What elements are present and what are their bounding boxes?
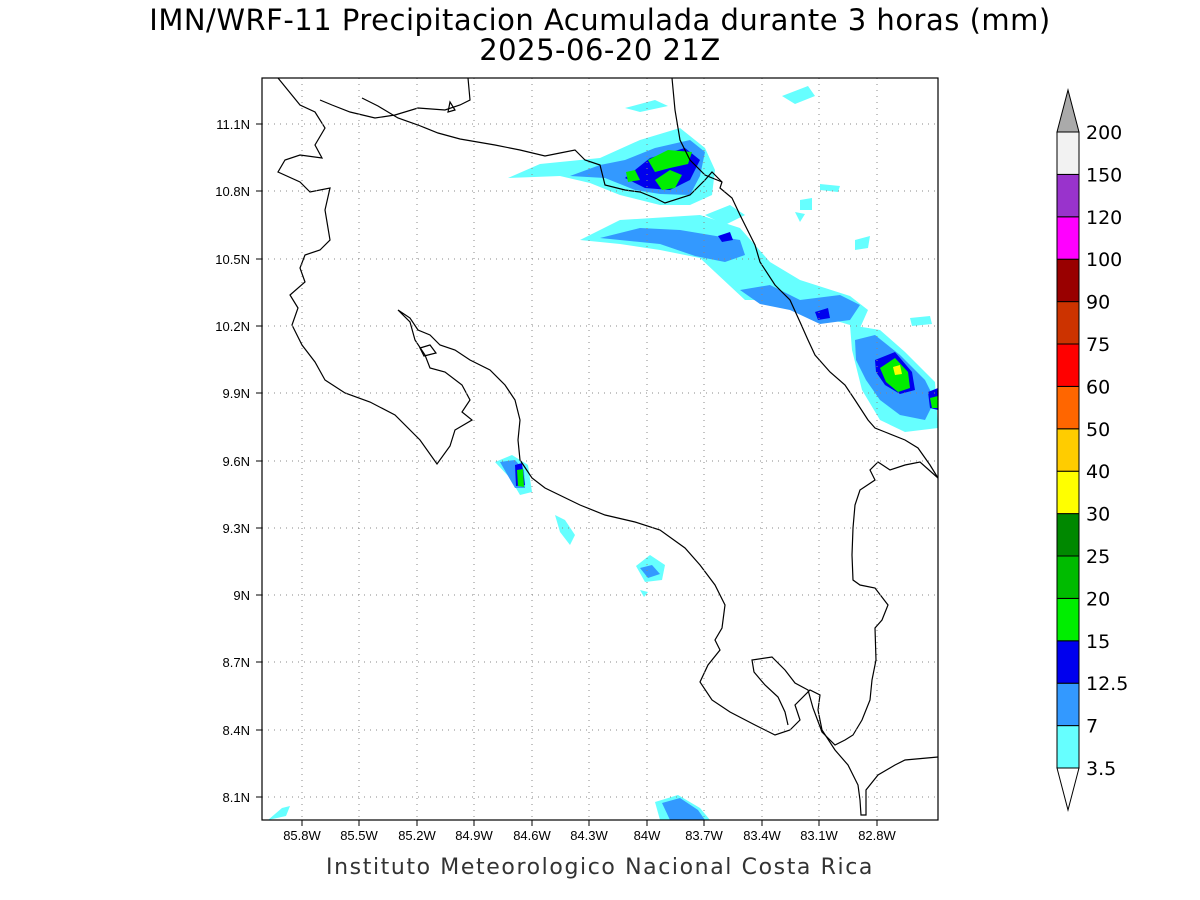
map-subtitle: 2025-06-20 21Z xyxy=(479,33,721,67)
coastlines xyxy=(277,77,939,816)
colorbar-label: 150 xyxy=(1086,164,1122,186)
colorbar-label: 75 xyxy=(1086,334,1110,356)
colorbar: 3.5 7 12.5 15 20 25 30 40 50 60 75 90 100 120 150 200 xyxy=(1056,88,1128,812)
colorbar-label: 50 xyxy=(1086,419,1110,441)
colorbar-swatch xyxy=(1056,640,1080,684)
footer-credit: Instituto Meteorologico Nacional Costa R… xyxy=(326,855,874,880)
colorbar-swatch xyxy=(1056,173,1080,218)
colorbar-swatch xyxy=(1056,131,1080,175)
colorbar-label: 40 xyxy=(1086,461,1110,483)
lon-tick-label: 83.1W xyxy=(800,828,838,843)
colorbar-label: 15 xyxy=(1086,631,1110,653)
lat-tick-label: 10.8N xyxy=(215,184,250,199)
lon-tick-label: 85.8W xyxy=(283,828,321,843)
colorbar-top-arrow xyxy=(1056,88,1080,133)
lon-tick-label: 82.8W xyxy=(858,828,896,843)
colorbar-label: 7 xyxy=(1086,716,1098,738)
colorbar-label: 200 xyxy=(1086,122,1122,144)
map-frame xyxy=(261,77,939,821)
lon-axis-labels: 85.8W 85.5W 85.2W 84.9W 84.6W 84.3W 84W … xyxy=(283,828,896,843)
colorbar-label: 30 xyxy=(1086,504,1110,526)
colorbar-swatch xyxy=(1056,725,1080,769)
colorbar-labels: 3.5 7 12.5 15 20 25 30 40 50 60 75 90 100 120 150 200 xyxy=(1086,122,1128,780)
colorbar-swatch xyxy=(1056,343,1080,387)
lat-tick-label: 8.7N xyxy=(223,655,250,670)
colorbar-label: 20 xyxy=(1086,588,1110,610)
tick-marks xyxy=(256,123,878,826)
colorbar-swatch xyxy=(1056,428,1080,472)
grid xyxy=(262,78,938,820)
colorbar-label: 100 xyxy=(1086,249,1122,271)
precipitation-field xyxy=(268,86,938,820)
colorbar-swatch xyxy=(1056,597,1080,642)
lat-tick-label: 11.1N xyxy=(216,117,250,132)
lat-tick-label: 10.2N xyxy=(215,319,250,334)
lon-tick-label: 84.3W xyxy=(570,828,608,843)
colorbar-label: 25 xyxy=(1086,546,1110,568)
colorbar-swatches xyxy=(1056,131,1080,769)
colorbar-label: 90 xyxy=(1086,292,1110,314)
lat-tick-label: 9.9N xyxy=(223,386,250,401)
colorbar-swatch xyxy=(1056,470,1080,515)
colorbar-label: 60 xyxy=(1086,376,1110,398)
lat-axis-labels: 11.1N 10.8N 10.5N 10.2N 9.9N 9.6N 9.3N 9… xyxy=(215,117,250,805)
colorbar-label: 120 xyxy=(1086,207,1122,229)
colorbar-swatch xyxy=(1056,301,1080,345)
colorbar-swatch xyxy=(1056,513,1080,557)
colorbar-swatch xyxy=(1056,258,1080,303)
lat-tick-label: 8.1N xyxy=(223,790,250,805)
colorbar-bottom-arrow xyxy=(1056,767,1080,812)
colorbar-swatch xyxy=(1056,555,1080,599)
lon-tick-label: 85.5W xyxy=(340,828,378,843)
lat-tick-label: 9.6N xyxy=(223,454,250,469)
colorbar-swatch xyxy=(1056,216,1080,260)
colorbar-swatch xyxy=(1056,682,1080,727)
map-title: IMN/WRF-11 Precipitacion Acumulada duran… xyxy=(149,3,1051,37)
lon-tick-label: 83.4W xyxy=(743,828,781,843)
lat-tick-label: 10.5N xyxy=(215,252,250,267)
lon-tick-label: 83.7W xyxy=(685,828,723,843)
colorbar-label: 3.5 xyxy=(1086,758,1116,780)
colorbar-label: 12.5 xyxy=(1086,673,1128,695)
lat-tick-label: 9.3N xyxy=(223,521,250,536)
lon-tick-label: 84.6W xyxy=(513,828,551,843)
lon-tick-label: 84.9W xyxy=(455,828,493,843)
lat-tick-label: 9N xyxy=(233,588,250,603)
lon-tick-label: 84W xyxy=(634,828,661,843)
lat-tick-label: 8.4N xyxy=(223,723,250,738)
lon-tick-label: 85.2W xyxy=(398,828,436,843)
colorbar-swatch xyxy=(1056,385,1080,430)
